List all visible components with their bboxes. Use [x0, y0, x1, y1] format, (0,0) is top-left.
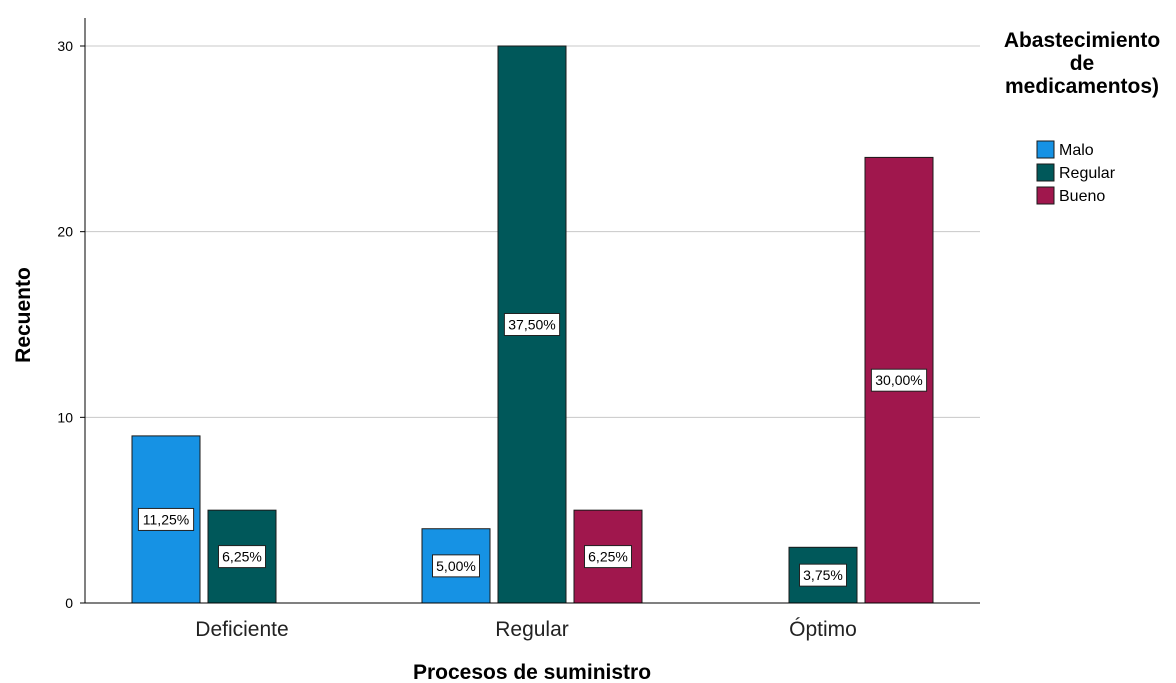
- y-axis-title: Recuento: [12, 267, 35, 363]
- data-label-box-regular-2: [799, 563, 847, 587]
- y-tick-label-10: 10: [57, 409, 73, 425]
- legend-swatch-bueno: [1036, 186, 1055, 205]
- data-label-box-bueno-2: [870, 368, 928, 392]
- x-category-label-1: Regular: [495, 618, 569, 641]
- legend-label-malo: Malo: [1059, 142, 1094, 159]
- data-label-malo-0: 11,25%: [143, 511, 189, 527]
- data-label-regular-0: 6,25%: [222, 549, 262, 565]
- y-tick-label-20: 20: [57, 224, 73, 240]
- data-label-bueno-2: 30,00%: [875, 372, 922, 388]
- legend-title-line-2: de: [1070, 52, 1095, 75]
- y-tick-label-0: 0: [65, 595, 73, 611]
- data-label-box-malo-0: [137, 507, 195, 531]
- data-label-box-regular-1: [503, 313, 561, 336]
- legend-title-line-3: medicamentos): [1005, 75, 1159, 98]
- data-label-regular-1: 37,50%: [508, 317, 555, 333]
- x-category-label-0: Deficiente: [195, 618, 288, 641]
- x-categories: Deficiente Regular Óptimo: [195, 618, 857, 641]
- data-label-regular-2: 3,75%: [803, 567, 843, 583]
- data-label-malo-1: 5,00%: [436, 558, 476, 574]
- legend-label-regular: Regular: [1059, 165, 1116, 182]
- y-tick-label-30: 30: [57, 38, 73, 54]
- legend-label-bueno: Bueno: [1059, 188, 1105, 205]
- legend: Abastecimiento de medicamentos) Malo Regu…: [1004, 29, 1160, 205]
- data-labels: 11,25% 5,00% 6,25% 37,50% 3,75% 6,25% 30,00%: [137, 313, 928, 587]
- x-category-label-2: Óptimo: [789, 618, 857, 641]
- data-label-box-malo-1: [432, 554, 480, 578]
- data-label-bueno-1: 6,25%: [588, 549, 628, 565]
- legend-swatch-regular: [1036, 163, 1055, 182]
- data-label-box-bueno-1: [584, 545, 632, 569]
- x-axis-title: Procesos de suministro: [413, 661, 651, 683]
- legend-swatch-malo: [1036, 140, 1055, 159]
- data-label-box-regular-0: [218, 545, 266, 569]
- legend-title-line-1: Abastecimiento: [1004, 29, 1160, 52]
- y-ticks: 0 10 20 30: [57, 38, 85, 611]
